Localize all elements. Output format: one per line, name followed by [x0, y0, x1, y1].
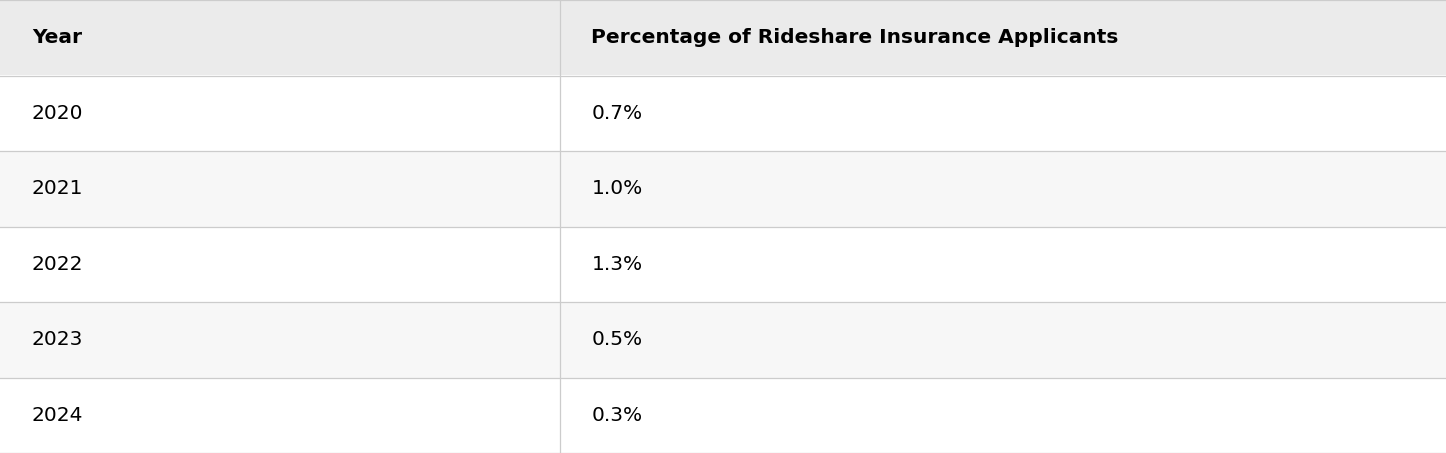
Text: 2022: 2022	[32, 255, 84, 274]
Text: Year: Year	[32, 28, 82, 47]
Text: 2020: 2020	[32, 104, 84, 123]
Text: Percentage of Rideshare Insurance Applicants: Percentage of Rideshare Insurance Applic…	[591, 28, 1119, 47]
Bar	[0, 302, 1446, 377]
Bar	[0, 76, 1446, 151]
Bar	[0, 377, 1446, 453]
Text: 2024: 2024	[32, 406, 84, 425]
Bar	[0, 226, 1446, 302]
Text: 0.5%: 0.5%	[591, 330, 642, 349]
Text: 2023: 2023	[32, 330, 84, 349]
Text: 0.3%: 0.3%	[591, 406, 642, 425]
Text: 1.0%: 1.0%	[591, 179, 642, 198]
Text: 1.3%: 1.3%	[591, 255, 642, 274]
Text: 0.7%: 0.7%	[591, 104, 642, 123]
Bar	[0, 151, 1446, 226]
Bar	[0, 0, 1446, 76]
Text: 2021: 2021	[32, 179, 84, 198]
